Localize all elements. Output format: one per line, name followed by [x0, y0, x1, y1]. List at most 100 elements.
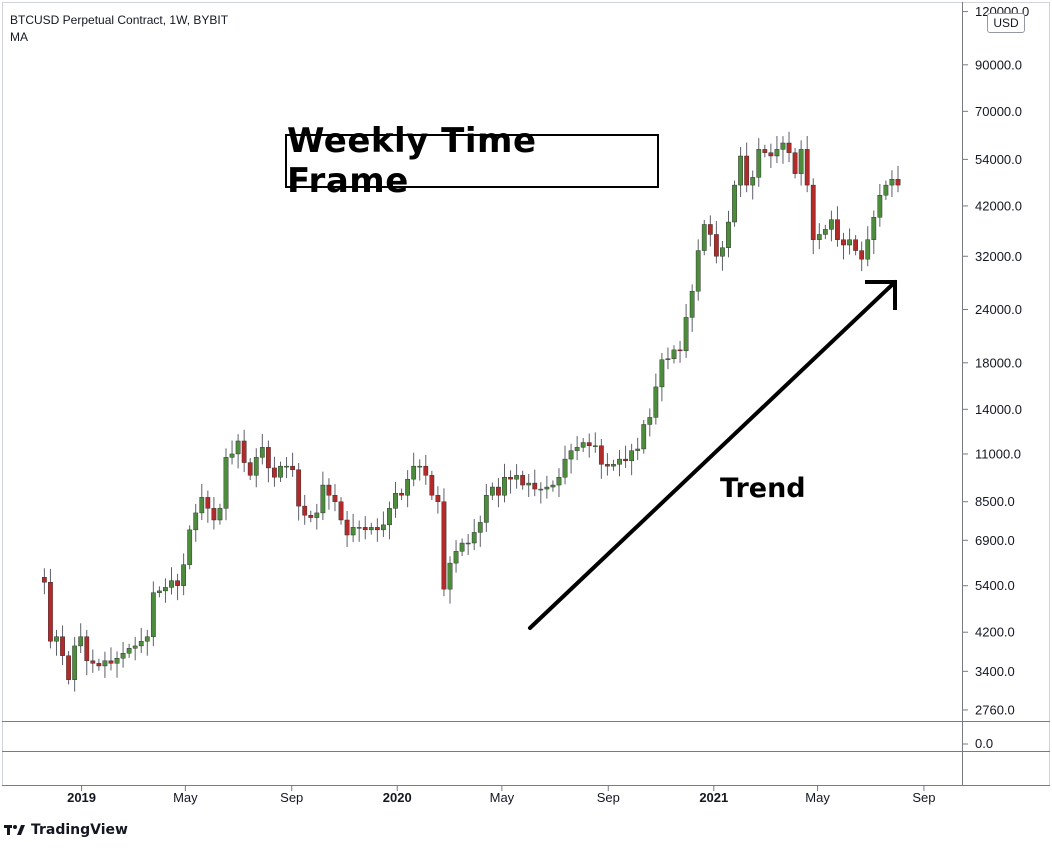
- candle-down: [859, 250, 865, 260]
- candle-up: [780, 142, 786, 150]
- candle-up: [544, 486, 550, 490]
- candle-up: [217, 508, 223, 521]
- time-tick-label: 2019: [67, 790, 96, 805]
- candle-down: [520, 475, 526, 486]
- price-tick-label: 2760.0: [975, 702, 1015, 717]
- time-tick-label: May: [173, 790, 198, 805]
- candle-down: [441, 501, 447, 590]
- candle-up: [556, 477, 562, 486]
- candle-up: [387, 508, 392, 526]
- price-tick-label: 70000.0: [975, 104, 1022, 119]
- candle-up: [320, 484, 326, 514]
- indicator-label[interactable]: MA: [10, 30, 28, 44]
- candle-down: [744, 155, 750, 186]
- candle-up: [144, 636, 150, 642]
- candle-up: [671, 349, 677, 359]
- candle-up: [871, 217, 877, 240]
- candle-up: [120, 652, 126, 659]
- candle-down: [205, 497, 211, 509]
- candle-up: [187, 529, 193, 565]
- candle-down: [605, 464, 610, 467]
- time-tick-label: 2021: [699, 790, 728, 805]
- candle-down: [435, 495, 441, 502]
- candle-down: [41, 577, 47, 583]
- candle-up: [223, 457, 229, 509]
- candle-down: [835, 219, 840, 240]
- candle-up: [453, 551, 459, 564]
- price-tick-label: 54000.0: [975, 152, 1022, 167]
- candle-up: [829, 219, 834, 230]
- candle-up: [617, 458, 622, 465]
- candle-down: [362, 527, 368, 531]
- candle-up: [574, 447, 580, 451]
- candle-up: [665, 358, 671, 360]
- candle-up: [629, 450, 635, 462]
- candle-down: [326, 484, 332, 496]
- candle-up: [683, 317, 689, 352]
- candle-down: [713, 234, 719, 257]
- candle-up: [459, 542, 465, 552]
- currency-badge[interactable]: USD: [987, 13, 1025, 33]
- candle-up: [259, 447, 265, 458]
- candle-down: [296, 469, 302, 507]
- candle-up: [732, 184, 737, 223]
- candle-up: [865, 239, 871, 260]
- candle-down: [66, 655, 71, 680]
- candle-up: [659, 359, 665, 388]
- candle-up: [750, 177, 756, 186]
- candle-down: [84, 636, 90, 661]
- candle-up: [483, 495, 489, 523]
- candle-down: [895, 179, 901, 186]
- candle-down: [247, 462, 253, 476]
- candle-down: [332, 495, 338, 502]
- candle-up: [199, 497, 205, 514]
- candle-up: [477, 522, 483, 533]
- brand[interactable]: TradingView: [4, 822, 128, 838]
- candle-down: [792, 152, 798, 174]
- candle-up: [720, 247, 725, 257]
- candle-down: [108, 660, 114, 664]
- timeframe-annotation: Weekly Time Frame: [285, 121, 659, 201]
- candle-down: [308, 515, 314, 518]
- candle-up: [114, 657, 120, 664]
- candle-up: [653, 386, 659, 418]
- candle-down: [532, 482, 538, 490]
- candle-up: [580, 442, 586, 448]
- candle-up: [157, 590, 162, 593]
- candle-up: [701, 224, 707, 251]
- candle-up: [405, 478, 411, 496]
- price-tick-label: 90000.0: [975, 57, 1022, 72]
- price-tick-label: 24000.0: [975, 302, 1022, 317]
- candle-down: [853, 239, 859, 251]
- candle-down: [265, 447, 271, 469]
- candle-up: [193, 512, 199, 531]
- time-axis[interactable]: 2019 May Sep 2020 May Sep 2021 May Sep: [67, 786, 936, 805]
- price-tick-label: 6900.0: [975, 533, 1015, 548]
- candle-up: [72, 645, 78, 680]
- candle-up: [562, 458, 568, 478]
- candle-down: [272, 467, 277, 478]
- candle-up: [816, 234, 822, 240]
- candle-up: [356, 527, 362, 529]
- candle-down: [768, 152, 774, 157]
- candle-up: [822, 229, 828, 235]
- price-axis[interactable]: 120000.090000.070000.054000.042000.03200…: [963, 4, 1029, 717]
- candle-down: [423, 465, 429, 476]
- chart-title: BTCUSD Perpetual Contract, 1W, BYBIT: [10, 13, 229, 27]
- candle-up: [502, 477, 507, 496]
- candle-up: [54, 636, 59, 642]
- candle-up: [169, 580, 174, 588]
- candle-up: [465, 542, 471, 545]
- candle-up: [847, 239, 852, 246]
- sub-pane-label: 0.0: [975, 736, 993, 751]
- candle-up: [314, 512, 320, 518]
- candle-up: [756, 149, 762, 178]
- candle-up: [284, 465, 289, 468]
- candle-down: [302, 505, 308, 516]
- candle-up: [163, 587, 168, 592]
- candle-up: [411, 465, 417, 480]
- time-tick-label: 2020: [383, 790, 412, 805]
- candle-up: [738, 155, 743, 186]
